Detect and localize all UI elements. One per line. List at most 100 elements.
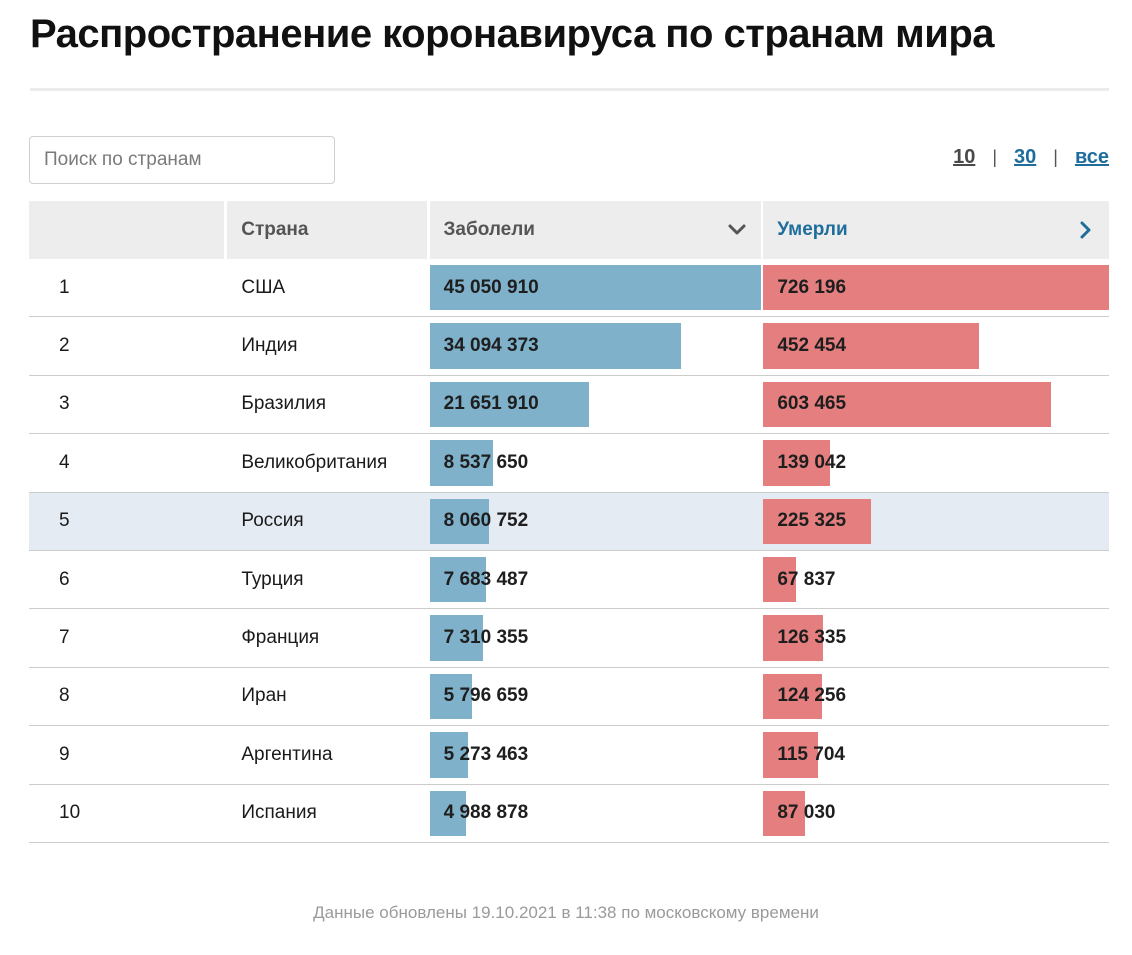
search-input[interactable] bbox=[30, 137, 334, 183]
row-country: Великобритания bbox=[241, 451, 388, 473]
row-cases-cell: 8 060 752 bbox=[429, 493, 762, 550]
row-cases-cell: 5 273 463 bbox=[429, 726, 762, 783]
deaths-bar-track bbox=[763, 615, 1109, 661]
deaths-value: 139 042 bbox=[777, 451, 847, 473]
row-deaths-cell: 124 256 bbox=[763, 668, 1109, 725]
row-country: Бразилия bbox=[241, 393, 327, 415]
deaths-bar bbox=[763, 556, 796, 603]
header-cases[interactable]: Заболели bbox=[429, 201, 762, 259]
row-country: Россия bbox=[241, 510, 304, 532]
cases-bar-track bbox=[429, 790, 762, 836]
row-deaths-cell: 87 030 bbox=[763, 785, 1109, 842]
header-country[interactable]: Страна bbox=[227, 201, 427, 259]
row-deaths-cell: 452 454 bbox=[763, 317, 1109, 374]
deaths-value: 87 030 bbox=[777, 802, 836, 824]
cases-bar bbox=[429, 556, 487, 603]
cases-bar-track bbox=[429, 615, 762, 661]
deaths-bar-track bbox=[763, 265, 1109, 311]
cases-value: 8 537 650 bbox=[443, 451, 529, 473]
page-size-30-link[interactable]: 30 bbox=[1014, 146, 1037, 168]
row-country: Аргентина bbox=[241, 743, 333, 765]
deaths-bar bbox=[763, 498, 871, 544]
header-country-label: Страна bbox=[241, 219, 309, 240]
table-row: 7 Франция 7 310 355 126 335 bbox=[29, 609, 1109, 668]
page-size-10-link[interactable]: 10 bbox=[953, 146, 976, 168]
chevron-right-icon[interactable] bbox=[1075, 220, 1095, 240]
row-cases-cell: 4 988 878 bbox=[429, 785, 762, 842]
row-rank: 6 bbox=[59, 568, 70, 590]
row-rank: 3 bbox=[59, 393, 70, 415]
cases-bar-track bbox=[429, 381, 762, 428]
deaths-value: 603 465 bbox=[777, 393, 847, 415]
deaths-bar bbox=[763, 323, 979, 369]
title-divider bbox=[30, 88, 1109, 91]
chevron-down-icon[interactable] bbox=[727, 220, 747, 240]
row-cases-cell: 21 651 910 bbox=[429, 376, 762, 433]
row-country: США bbox=[241, 276, 286, 298]
cases-bar-track bbox=[429, 323, 762, 369]
deaths-value: 67 837 bbox=[777, 568, 836, 590]
cases-bar bbox=[429, 615, 484, 661]
row-rank: 5 bbox=[59, 510, 70, 532]
table-row: 3 Бразилия 21 651 910 603 465 bbox=[29, 376, 1109, 435]
deaths-value: 126 335 bbox=[777, 627, 847, 649]
page-size-selector: 10 | 30 | все bbox=[953, 146, 1109, 169]
data-updated-note: Данные обновлены 19.10.2021 в 11:38 по м… bbox=[313, 903, 819, 922]
table-row: 10 Испания 4 988 878 87 030 bbox=[29, 785, 1109, 843]
page-title: Распространение коронавируса по странам … bbox=[30, 12, 995, 56]
cases-bar bbox=[429, 498, 489, 544]
deaths-bar-track bbox=[763, 556, 1109, 603]
row-rank: 2 bbox=[59, 335, 70, 357]
cases-value: 34 094 373 bbox=[443, 335, 539, 357]
row-deaths-cell: 139 042 bbox=[763, 434, 1109, 491]
deaths-bar bbox=[763, 673, 823, 720]
row-deaths-cell: 225 325 bbox=[763, 493, 1109, 550]
cases-value: 5 796 659 bbox=[443, 685, 529, 707]
deaths-value: 726 196 bbox=[777, 276, 847, 298]
row-cases-cell: 7 310 355 bbox=[429, 609, 762, 666]
deaths-value: 115 704 bbox=[777, 743, 845, 765]
row-deaths-cell: 726 196 bbox=[763, 259, 1109, 316]
cases-bar-track bbox=[429, 732, 762, 778]
cases-bar bbox=[429, 265, 762, 311]
pager-separator: | bbox=[1053, 147, 1058, 167]
cases-value: 21 651 910 bbox=[443, 393, 539, 415]
header-rank bbox=[29, 201, 225, 259]
cases-bar bbox=[429, 732, 469, 778]
row-country: Иран bbox=[241, 685, 287, 707]
cases-bar-track bbox=[429, 440, 762, 486]
deaths-bar bbox=[763, 790, 805, 836]
deaths-bar-track bbox=[763, 732, 1109, 778]
deaths-value: 124 256 bbox=[777, 685, 847, 707]
cases-value: 4 988 878 bbox=[443, 802, 529, 824]
deaths-bar-track bbox=[763, 323, 1109, 369]
cases-bar-track bbox=[429, 556, 762, 603]
cases-bar bbox=[429, 381, 590, 428]
header-deaths[interactable]: Умерли bbox=[763, 201, 1109, 259]
cases-bar bbox=[429, 790, 467, 836]
row-rank: 1 bbox=[59, 276, 70, 298]
search-box[interactable] bbox=[29, 136, 335, 184]
cases-bar bbox=[429, 440, 493, 486]
deaths-bar-track bbox=[763, 381, 1109, 428]
page-size-all-link[interactable]: все bbox=[1074, 146, 1109, 168]
countries-table: Страна Заболели Умерли 1 США 45 050 910 726… bbox=[29, 201, 1109, 843]
row-rank: 9 bbox=[59, 743, 70, 765]
cases-bar-track bbox=[429, 673, 762, 720]
cases-bar-track bbox=[429, 498, 762, 544]
row-deaths-cell: 67 837 bbox=[763, 551, 1109, 608]
row-deaths-cell: 603 465 bbox=[763, 376, 1109, 433]
deaths-bar-track bbox=[763, 440, 1109, 486]
table-row: 6 Турция 7 683 487 67 837 bbox=[29, 551, 1109, 610]
row-rank: 10 bbox=[59, 802, 81, 824]
row-rank: 8 bbox=[59, 685, 70, 707]
cases-bar bbox=[429, 673, 473, 720]
deaths-bar-track bbox=[763, 673, 1109, 720]
table-row: 5 Россия 8 060 752 225 325 bbox=[29, 492, 1109, 551]
row-rank: 7 bbox=[59, 627, 70, 649]
row-cases-cell: 7 683 487 bbox=[429, 551, 762, 608]
pager-separator: | bbox=[992, 147, 998, 167]
table-body: 1 США 45 050 910 726 196 2 Индия 34 094 373 452… bbox=[29, 259, 1109, 843]
cases-value: 5 273 463 bbox=[443, 743, 529, 765]
table-header: Страна Заболели Умерли bbox=[29, 201, 1109, 259]
